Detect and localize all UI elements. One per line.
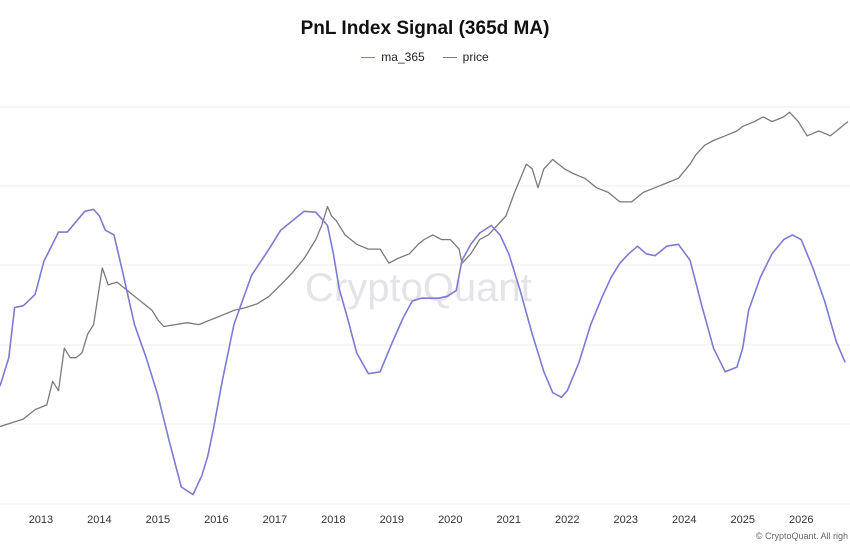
legend-label-price: price xyxy=(462,50,489,64)
x-tick-label-2021: 2021 xyxy=(497,514,521,526)
x-tick-label-2025: 2025 xyxy=(730,514,754,526)
legend-item-price[interactable]: price xyxy=(442,50,489,64)
series-line-price[interactable] xyxy=(0,111,849,428)
chart-title: PnL Index Signal (365d MA) xyxy=(300,18,550,39)
x-tick-label-2015: 2015 xyxy=(146,514,170,526)
x-tick-label-2014: 2014 xyxy=(87,514,111,526)
x-tick-label-2017: 2017 xyxy=(263,514,287,526)
legend-swatch-ma-365 xyxy=(361,56,376,58)
x-tick-label-2024: 2024 xyxy=(672,514,696,526)
copyright-credit: © CryptoQuant. All righ xyxy=(755,531,848,541)
legend-swatch-price xyxy=(442,56,457,58)
x-tick-label-2022: 2022 xyxy=(555,514,579,526)
legend-label-ma-365: ma_365 xyxy=(381,50,425,64)
x-tick-label-2013: 2013 xyxy=(29,514,53,526)
x-tick-label-2023: 2023 xyxy=(614,514,638,526)
x-tick-label-2026: 2026 xyxy=(789,514,813,526)
legend-item-ma-365[interactable]: ma_365 xyxy=(361,50,425,64)
x-tick-label-2020: 2020 xyxy=(438,514,462,526)
series-line-ma-365[interactable] xyxy=(0,208,846,496)
legend: ma_365 price xyxy=(0,50,850,64)
x-tick-label-2019: 2019 xyxy=(380,514,404,526)
x-tick-label-2018: 2018 xyxy=(321,514,345,526)
x-tick-label-2016: 2016 xyxy=(204,514,228,526)
